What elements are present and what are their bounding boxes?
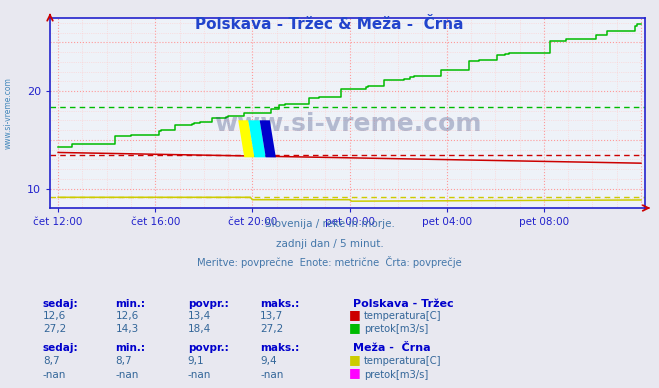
- Text: zadnji dan / 5 minut.: zadnji dan / 5 minut.: [275, 239, 384, 249]
- Text: 8,7: 8,7: [43, 356, 59, 366]
- Text: ■: ■: [349, 320, 361, 334]
- Text: sedaj:: sedaj:: [43, 343, 78, 353]
- Text: -nan: -nan: [188, 369, 211, 379]
- Text: Meritve: povprečne  Enote: metrične  Črta: povprečje: Meritve: povprečne Enote: metrične Črta:…: [197, 256, 462, 268]
- Text: povpr.:: povpr.:: [188, 343, 229, 353]
- Text: sedaj:: sedaj:: [43, 298, 78, 308]
- Text: 27,2: 27,2: [260, 324, 283, 334]
- Text: Meža -  Črna: Meža - Črna: [353, 343, 430, 353]
- Text: ■: ■: [349, 353, 361, 366]
- Text: 12,6: 12,6: [115, 311, 138, 321]
- Text: 9,1: 9,1: [188, 356, 204, 366]
- Text: -nan: -nan: [43, 369, 66, 379]
- Text: www.si-vreme.com: www.si-vreme.com: [4, 77, 13, 149]
- Polygon shape: [238, 120, 254, 157]
- Text: 14,3: 14,3: [115, 324, 138, 334]
- Text: 9,4: 9,4: [260, 356, 277, 366]
- Text: Slovenija / reke in morje.: Slovenija / reke in morje.: [264, 219, 395, 229]
- Text: temperatura[C]: temperatura[C]: [364, 311, 442, 321]
- Text: -nan: -nan: [115, 369, 138, 379]
- Text: maks.:: maks.:: [260, 298, 300, 308]
- Text: povpr.:: povpr.:: [188, 298, 229, 308]
- Text: min.:: min.:: [115, 343, 146, 353]
- Text: Polskava - Tržec: Polskava - Tržec: [353, 298, 453, 308]
- Text: -nan: -nan: [260, 369, 283, 379]
- Text: pretok[m3/s]: pretok[m3/s]: [364, 324, 428, 334]
- Text: 12,6: 12,6: [43, 311, 66, 321]
- Text: min.:: min.:: [115, 298, 146, 308]
- Text: 13,4: 13,4: [188, 311, 211, 321]
- Text: pretok[m3/s]: pretok[m3/s]: [364, 369, 428, 379]
- Text: maks.:: maks.:: [260, 343, 300, 353]
- Text: Polskava - Tržec & Meža -  Črna: Polskava - Tržec & Meža - Črna: [195, 17, 464, 33]
- Text: 27,2: 27,2: [43, 324, 66, 334]
- Text: 8,7: 8,7: [115, 356, 132, 366]
- Polygon shape: [248, 120, 266, 157]
- Text: ■: ■: [349, 366, 361, 379]
- Text: 13,7: 13,7: [260, 311, 283, 321]
- Text: 18,4: 18,4: [188, 324, 211, 334]
- Polygon shape: [260, 120, 276, 157]
- Text: ■: ■: [349, 308, 361, 321]
- Text: www.si-vreme.com: www.si-vreme.com: [214, 113, 481, 137]
- Text: temperatura[C]: temperatura[C]: [364, 356, 442, 366]
